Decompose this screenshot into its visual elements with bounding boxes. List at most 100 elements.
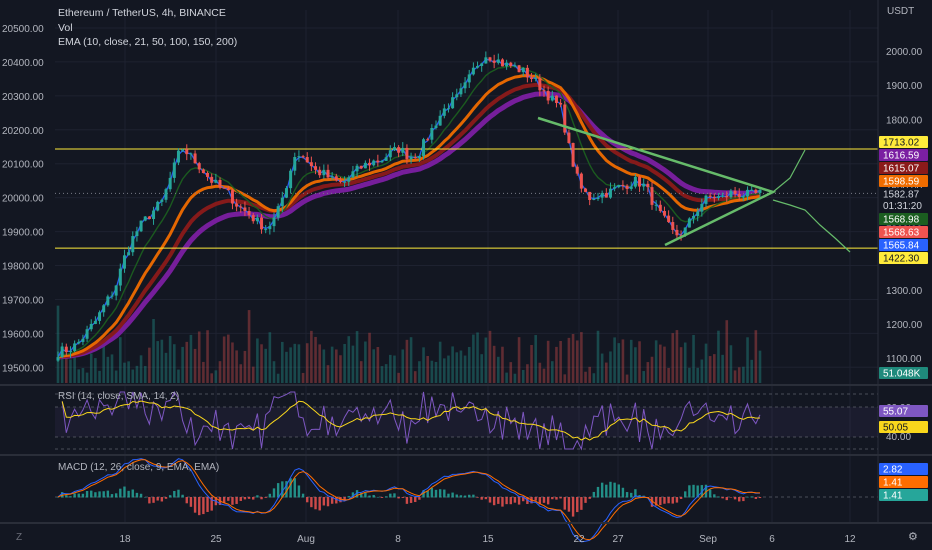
candle-body xyxy=(114,285,118,296)
candle-body xyxy=(409,157,413,160)
volume-bar xyxy=(488,330,492,383)
volume-bar xyxy=(376,346,380,383)
horizontal-levels[interactable] xyxy=(55,148,878,249)
volume-bar xyxy=(659,344,662,383)
volume-bar xyxy=(588,366,591,383)
projection-down-line xyxy=(772,199,851,253)
volume-bar xyxy=(713,354,716,383)
price-badge xyxy=(879,226,928,238)
candle-body xyxy=(434,125,438,129)
volume-bar xyxy=(247,310,251,383)
volume-bar xyxy=(272,361,276,383)
candle-body xyxy=(322,169,326,176)
macd-histogram-bar xyxy=(289,478,292,498)
price-badge-label: 1.41 xyxy=(883,478,903,489)
volume-bar xyxy=(293,343,297,383)
volume-bar xyxy=(717,330,720,383)
volume-bar xyxy=(451,346,454,383)
volume-bar xyxy=(542,368,546,383)
volume-bar xyxy=(605,362,608,383)
macd-histogram-bar xyxy=(742,497,745,502)
volume-bar xyxy=(372,349,375,383)
macd-histogram-bar xyxy=(393,493,396,498)
candle-body xyxy=(613,187,617,189)
volume-bar xyxy=(688,367,691,383)
volume-bar xyxy=(517,337,521,383)
macd-histogram-bar xyxy=(85,490,89,498)
symbol-title[interactable]: Ethereum / TetherUS, 4h, BINANCE xyxy=(58,7,226,19)
macd-histogram-bar xyxy=(492,497,496,506)
candle-body xyxy=(575,166,579,174)
time-axis-tick-label: Aug xyxy=(297,534,315,545)
right-axis-tick-label: 1300.00 xyxy=(886,286,923,297)
volume-bar xyxy=(127,361,130,383)
candle-body xyxy=(276,206,280,218)
macd-histogram-bar xyxy=(368,495,371,498)
candle-body xyxy=(172,162,176,178)
time-axis[interactable]: 18 25 Aug 8 15 22 27 Sep 6 12 xyxy=(119,534,856,545)
macd-histogram-bar xyxy=(509,497,512,505)
rsi-indicator-label[interactable]: RSI (14, close, SMA, 14, 2) xyxy=(58,391,180,402)
macd-histogram-bar xyxy=(314,497,317,510)
volume-bar xyxy=(546,340,550,383)
macd-histogram-bar xyxy=(330,497,334,504)
currency-label[interactable]: USDT xyxy=(887,6,915,17)
right-axis-tick-label: 2000.00 xyxy=(886,47,923,58)
volume-indicator-label[interactable]: Vol xyxy=(58,22,73,34)
macd-line xyxy=(57,458,761,543)
macd-histogram-bar xyxy=(754,497,758,499)
macd-histogram-bar xyxy=(193,497,197,513)
macd-histogram-bar xyxy=(405,497,409,504)
macd-histogram-bar xyxy=(721,497,724,499)
candle-body xyxy=(268,226,272,230)
candle-body xyxy=(476,65,480,68)
volume-bar xyxy=(742,366,745,383)
macd-histogram-bar xyxy=(268,493,272,498)
volume-bar xyxy=(393,355,396,383)
macd-histogram-bar xyxy=(281,481,284,498)
candle-body xyxy=(625,185,629,189)
macd-indicator-label[interactable]: MACD (12, 26, close, 9, EMA, EMA) xyxy=(58,462,220,473)
volume-bar xyxy=(310,330,313,383)
macd-histogram-bar xyxy=(285,481,288,498)
macd-histogram-bar xyxy=(438,489,442,498)
volume-bar xyxy=(106,356,110,383)
settings-gear-icon[interactable]: ⚙ xyxy=(908,531,918,543)
macd-pane xyxy=(55,458,878,543)
macd-histogram-bar xyxy=(198,497,201,516)
ema-indicator-label[interactable]: EMA (10, close, 21, 50, 100, 150, 200) xyxy=(58,36,238,48)
volume-bar xyxy=(189,334,193,383)
macd-histogram-bar xyxy=(684,491,687,498)
pane-separators[interactable] xyxy=(0,0,932,524)
candle-body xyxy=(683,227,687,236)
volume-bar xyxy=(326,365,330,383)
candle-body xyxy=(546,91,550,101)
candle-body xyxy=(326,169,330,178)
macd-histogram-bar xyxy=(123,486,126,498)
candle-body xyxy=(309,162,313,167)
candle-body xyxy=(505,62,509,67)
macd-histogram-bar xyxy=(567,497,571,512)
left-price-axis[interactable]: 20500.00 20400.00 20300.00 20200.00 20100.00… xyxy=(2,24,44,374)
volume-bar xyxy=(534,335,537,383)
volume-bar xyxy=(110,354,114,383)
macd-histogram-bar xyxy=(389,493,392,498)
price-badge xyxy=(879,405,928,417)
macd-histogram-bar xyxy=(384,496,388,498)
candle-body xyxy=(388,150,392,158)
volume-bar xyxy=(231,342,234,383)
zoom-z-icon[interactable]: Z xyxy=(16,532,23,543)
macd-histogram-bar xyxy=(484,497,488,500)
volume-bar xyxy=(704,343,708,383)
volume-bar xyxy=(754,330,758,383)
price-badge-countdown: 01:31:20 xyxy=(883,201,922,212)
macd-histogram-bar xyxy=(148,497,151,504)
volume-bar xyxy=(513,373,517,383)
macd-histogram-bar xyxy=(98,491,101,498)
candle-body xyxy=(77,341,81,344)
volume-bar xyxy=(567,337,571,383)
volume-bar xyxy=(592,373,596,383)
candle-body xyxy=(380,160,384,163)
candle-body xyxy=(579,173,583,189)
